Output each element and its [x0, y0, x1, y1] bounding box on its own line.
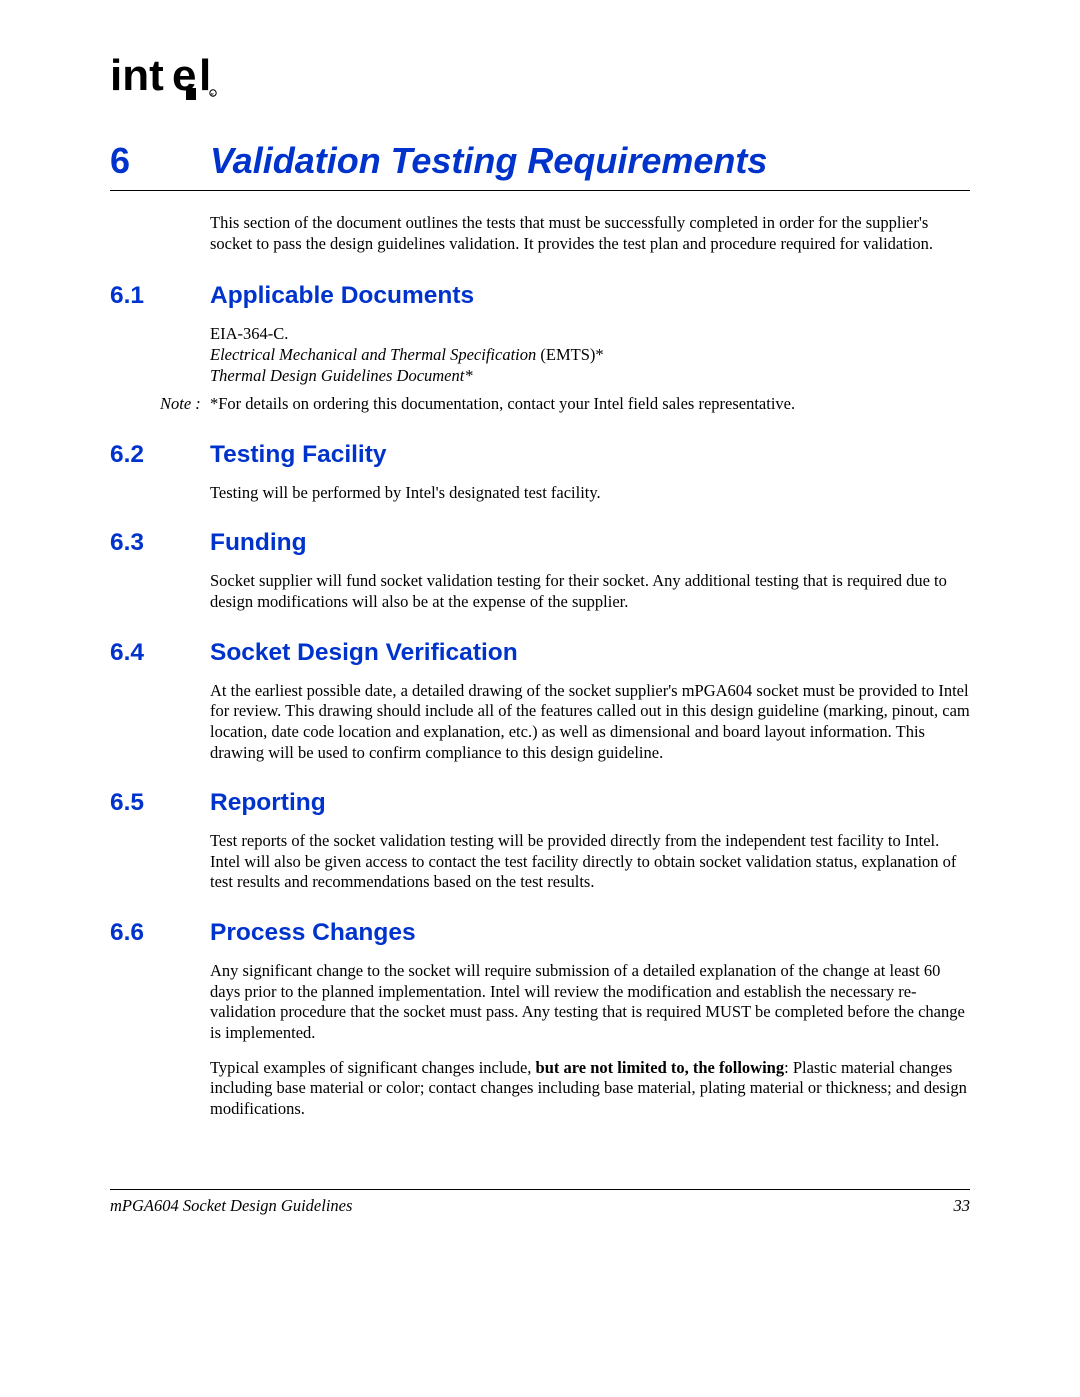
section-title: Socket Design Verification: [210, 639, 518, 667]
paragraph: Test reports of the socket validation te…: [210, 831, 970, 893]
doc-ref-line: Electrical Mechanical and Thermal Specif…: [210, 345, 970, 366]
doc-ref-line: EIA-364-C.: [210, 324, 970, 345]
section-body: Test reports of the socket validation te…: [210, 831, 970, 893]
doc-ref-tail: (EMTS)*: [536, 345, 603, 364]
document-page: int e l R 6 Validation Testing Requireme…: [0, 0, 1080, 1256]
footer-page-number: 33: [954, 1196, 971, 1216]
section-number: 6.2: [110, 441, 210, 469]
section-6-1: 6.1 Applicable Documents EIA-364-C. Elec…: [110, 282, 970, 415]
section-6-3: 6.3 Funding Socket supplier will fund so…: [110, 529, 970, 612]
chapter-heading: 6 Validation Testing Requirements: [110, 140, 970, 191]
section-6-6: 6.6 Process Changes Any significant chan…: [110, 919, 970, 1119]
section-body: At the earliest possible date, a detaile…: [210, 681, 970, 764]
section-number: 6.3: [110, 529, 210, 557]
section-heading: 6.1 Applicable Documents: [110, 282, 970, 310]
paragraph: At the earliest possible date, a detaile…: [210, 681, 970, 764]
paragraph: Typical examples of significant changes …: [210, 1058, 970, 1120]
section-title: Process Changes: [210, 919, 416, 947]
section-6-2: 6.2 Testing Facility Testing will be per…: [110, 441, 970, 504]
section-title: Applicable Documents: [210, 282, 474, 310]
chapter-intro: This section of the document outlines th…: [210, 213, 970, 254]
svg-text:int: int: [110, 52, 164, 100]
note: Note : *For details on ordering this doc…: [160, 394, 970, 415]
section-6-4: 6.4 Socket Design Verification At the ea…: [110, 639, 970, 764]
chapter-title: Validation Testing Requirements: [210, 140, 767, 182]
intel-logo: int e l R: [110, 52, 970, 102]
text-run-bold: but are not limited to, the following: [536, 1058, 785, 1077]
section-body: EIA-364-C. Electrical Mechanical and The…: [210, 324, 970, 386]
section-number: 6.4: [110, 639, 210, 667]
section-heading: 6.6 Process Changes: [110, 919, 970, 947]
section-heading: 6.5 Reporting: [110, 789, 970, 817]
text-run: Typical examples of significant changes …: [210, 1058, 536, 1077]
section-heading: 6.2 Testing Facility: [110, 441, 970, 469]
chapter-number: 6: [110, 140, 210, 182]
paragraph: Any significant change to the socket wil…: [210, 961, 970, 1044]
section-body: Socket supplier will fund socket validat…: [210, 571, 970, 612]
paragraph: Testing will be performed by Intel's des…: [210, 483, 970, 504]
section-body: Any significant change to the socket wil…: [210, 961, 970, 1119]
section-heading: 6.3 Funding: [110, 529, 970, 557]
section-heading: 6.4 Socket Design Verification: [110, 639, 970, 667]
doc-ref-line: Thermal Design Guidelines Document*: [210, 366, 970, 387]
section-number: 6.5: [110, 789, 210, 817]
section-number: 6.6: [110, 919, 210, 947]
footer-title: mPGA604 Socket Design Guidelines: [110, 1196, 352, 1216]
note-label: Note :: [160, 394, 210, 415]
section-title: Reporting: [210, 789, 326, 817]
note-text: *For details on ordering this documentat…: [210, 394, 970, 415]
doc-ref-italic: Electrical Mechanical and Thermal Specif…: [210, 345, 536, 364]
section-number: 6.1: [110, 282, 210, 310]
page-footer: mPGA604 Socket Design Guidelines 33: [110, 1189, 970, 1216]
section-6-5: 6.5 Reporting Test reports of the socket…: [110, 789, 970, 893]
section-title: Testing Facility: [210, 441, 387, 469]
paragraph: Socket supplier will fund socket validat…: [210, 571, 970, 612]
section-body: Testing will be performed by Intel's des…: [210, 483, 970, 504]
section-title: Funding: [210, 529, 307, 557]
